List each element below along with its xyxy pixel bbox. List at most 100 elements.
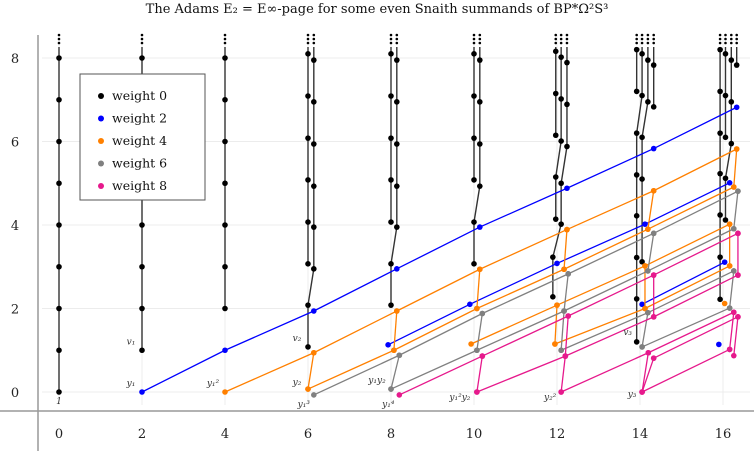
point-weight-0 bbox=[558, 221, 564, 227]
point-weight-0 bbox=[558, 180, 564, 187]
point-weight-0 bbox=[477, 99, 483, 105]
point-weight-0 bbox=[650, 62, 657, 68]
point-weight-0 bbox=[717, 130, 723, 136]
legend-marker bbox=[98, 93, 104, 99]
line-weight-6 bbox=[641, 312, 649, 348]
point-label: 1 bbox=[56, 397, 62, 407]
line-weight-8 bbox=[733, 316, 739, 356]
point-weight-6 bbox=[396, 352, 403, 359]
point-weight-0 bbox=[471, 51, 477, 57]
continuation-dot bbox=[724, 37, 727, 41]
point-weight-2 bbox=[394, 266, 400, 272]
point-weight-0 bbox=[477, 141, 483, 147]
point-weight-6 bbox=[388, 386, 394, 392]
continuation-dot bbox=[57, 41, 61, 45]
y-tick-label: 6 bbox=[11, 136, 19, 151]
point-weight-2 bbox=[733, 104, 740, 111]
continuation-dot bbox=[730, 37, 733, 41]
legend-marker bbox=[98, 160, 104, 167]
point-weight-0 bbox=[717, 212, 723, 218]
continuation-dot bbox=[652, 41, 655, 45]
continuation-dot bbox=[140, 33, 144, 37]
point-weight-0 bbox=[717, 254, 723, 260]
legend-marker bbox=[98, 183, 104, 189]
point-weight-0 bbox=[394, 57, 400, 63]
continuation-dot bbox=[646, 37, 650, 41]
legend-marker bbox=[98, 115, 104, 122]
continuation-dot bbox=[57, 33, 61, 37]
line-weight-4 bbox=[470, 223, 730, 345]
point-weight-0 bbox=[722, 92, 729, 99]
point-label: v₁ bbox=[127, 337, 136, 347]
legend-label: weight 0 bbox=[112, 88, 167, 103]
point-weight-0 bbox=[139, 347, 145, 354]
point-label: y₁y₂ bbox=[367, 376, 386, 386]
continuation-dot bbox=[472, 33, 476, 37]
point-weight-4 bbox=[650, 187, 657, 194]
continuation-dot bbox=[478, 41, 482, 45]
point-weight-0 bbox=[222, 55, 228, 61]
line-weight-6 bbox=[647, 233, 655, 272]
point-weight-4 bbox=[391, 347, 397, 354]
continuation-dot bbox=[730, 41, 733, 45]
line-weight-6 bbox=[560, 310, 565, 351]
point-weight-0 bbox=[633, 130, 640, 136]
point-weight-0 bbox=[717, 170, 723, 177]
continuation-dot bbox=[559, 37, 563, 41]
continuation-dot bbox=[565, 37, 569, 41]
point-weight-8 bbox=[735, 230, 741, 237]
point-weight-2 bbox=[222, 347, 228, 354]
point-weight-8 bbox=[735, 272, 741, 278]
point-weight-6 bbox=[650, 230, 657, 237]
continuation-dot bbox=[389, 41, 393, 45]
point-weight-0 bbox=[311, 266, 317, 272]
continuation-dot bbox=[140, 41, 144, 45]
continuation-dot bbox=[735, 41, 738, 45]
point-weight-0 bbox=[717, 88, 723, 95]
point-weight-0 bbox=[139, 222, 145, 228]
line-weight-8 bbox=[476, 355, 483, 393]
x-tick-label: 16 bbox=[715, 427, 732, 442]
legend-label: weight 8 bbox=[112, 178, 167, 193]
continuation-dot bbox=[306, 41, 310, 45]
point-weight-0 bbox=[305, 344, 311, 350]
continuation-dot bbox=[635, 41, 638, 45]
continuation-dot bbox=[640, 37, 644, 41]
line-weight-8 bbox=[641, 352, 649, 393]
continuation-dot bbox=[565, 33, 569, 37]
point-weight-0 bbox=[722, 134, 729, 141]
line-weight-6 bbox=[476, 313, 483, 351]
point-weight-2 bbox=[564, 185, 570, 192]
continuation-dot bbox=[140, 37, 144, 41]
point-weight-0 bbox=[471, 261, 477, 267]
point-weight-0 bbox=[56, 347, 62, 354]
point-weight-8 bbox=[730, 309, 737, 316]
legend-label: weight 6 bbox=[112, 156, 167, 171]
continuation-dot bbox=[389, 33, 393, 37]
line-weight-8 bbox=[641, 348, 730, 393]
point-weight-0 bbox=[639, 176, 645, 182]
continuation-dot bbox=[312, 37, 316, 41]
continuation-dot bbox=[735, 37, 738, 41]
point-weight-0 bbox=[639, 51, 645, 57]
point-weight-2 bbox=[642, 221, 648, 227]
legend-label: weight 4 bbox=[112, 133, 167, 148]
point-weight-0 bbox=[311, 99, 317, 105]
point-weight-8 bbox=[730, 352, 737, 359]
point-weight-0 bbox=[394, 141, 400, 147]
continuation-dot bbox=[559, 41, 563, 45]
legend-label: weight 2 bbox=[112, 111, 167, 126]
point-weight-4 bbox=[311, 349, 317, 356]
point-weight-2 bbox=[311, 308, 317, 314]
point-weight-0 bbox=[394, 224, 400, 230]
point-weight-0 bbox=[471, 177, 477, 183]
continuation-dot bbox=[472, 41, 476, 45]
point-label: y₂² bbox=[543, 393, 557, 403]
point-weight-0 bbox=[388, 177, 394, 183]
continuation-dot bbox=[718, 33, 722, 37]
point-weight-8 bbox=[565, 313, 572, 319]
continuation-dot bbox=[223, 33, 227, 37]
line-weight-6 bbox=[728, 270, 735, 309]
continuation-dot bbox=[554, 33, 558, 37]
